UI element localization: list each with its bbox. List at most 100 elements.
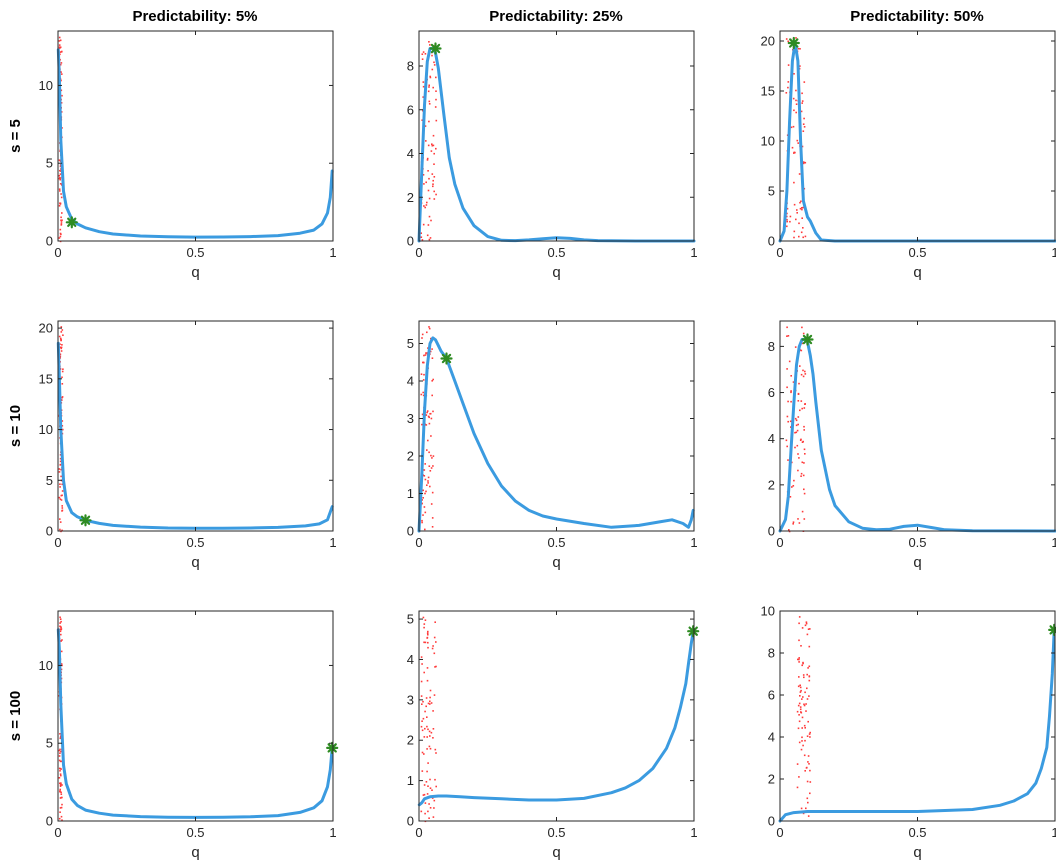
panel-5-scatter-point bbox=[421, 337, 423, 339]
panel-3-scatter-point bbox=[801, 102, 803, 104]
panel-5-axes-box bbox=[418, 320, 695, 532]
panel-8-scatter-point bbox=[421, 729, 424, 732]
panel-2-scatter-point bbox=[422, 85, 425, 88]
panel-2-scatter-point bbox=[429, 44, 431, 46]
panel-5-scatter-point bbox=[425, 352, 427, 354]
panel-4-scatter-point bbox=[60, 339, 62, 342]
panel-6-scatter-point bbox=[803, 429, 805, 431]
panel-1-xtick-label: 1 bbox=[329, 245, 336, 260]
panel-5-scatter-point bbox=[424, 354, 427, 356]
panel-3-ytick-label: 15 bbox=[761, 84, 775, 99]
panel-8-ytick-label: 0 bbox=[407, 814, 414, 829]
panel-9-scatter-point bbox=[804, 691, 806, 694]
panel-7-ytick-label: 10 bbox=[39, 658, 53, 673]
panel-1-scatter-point bbox=[59, 183, 62, 185]
panel-6-scatter-point bbox=[795, 431, 798, 434]
panel-9-scatter-point bbox=[806, 687, 808, 690]
panel-4-scatter-point bbox=[59, 457, 62, 460]
panel-5-scatter-point bbox=[430, 467, 433, 469]
panel-6-scatter-point bbox=[790, 426, 792, 428]
panel-9-scatter-point bbox=[801, 736, 803, 739]
panel-5-scatter-point bbox=[428, 422, 431, 425]
panel-1-scatter-point bbox=[61, 212, 63, 214]
panel-9-scatter-point bbox=[798, 714, 800, 716]
panel-2-scatter-point bbox=[429, 237, 432, 239]
panel-4-scatter-point bbox=[60, 499, 63, 501]
panel-1-scatter-point bbox=[59, 165, 62, 168]
panel-5-scatter-point bbox=[428, 416, 430, 419]
panel-3-scatter-point bbox=[795, 99, 797, 102]
panel-9-xtick-label: 0.5 bbox=[908, 825, 926, 840]
panel-6-scatter-point bbox=[800, 400, 803, 402]
panel-9-scatter-point bbox=[806, 766, 808, 769]
panel-6-axes-box bbox=[779, 320, 1056, 532]
panel-9-scatter-point bbox=[803, 676, 805, 679]
panel-8-scatter-point bbox=[429, 703, 431, 705]
panel-8-scatter-point bbox=[428, 745, 431, 748]
panel-2-scatter-point bbox=[435, 76, 437, 79]
panel-5-scatter-point bbox=[431, 457, 433, 459]
panel-6-scatter-point bbox=[802, 440, 804, 443]
panel-4-xlabel: q bbox=[191, 554, 199, 571]
panel-8-scatter-point bbox=[430, 702, 433, 704]
panel-9-scatter-point bbox=[800, 711, 803, 714]
panel-9-scatter-point bbox=[797, 727, 800, 730]
panel-7-scatter-point bbox=[59, 788, 61, 791]
panel-3-scatter-point bbox=[802, 162, 805, 165]
panel-7-xtick-label: 0.5 bbox=[186, 825, 204, 840]
panel-5-scatter-point bbox=[432, 378, 434, 381]
panel-7-scatter-point bbox=[59, 628, 61, 631]
panel-6-scatter-point bbox=[801, 510, 804, 513]
panel-9-scatter-point bbox=[798, 776, 800, 778]
panel-4-scatter-point bbox=[59, 454, 62, 456]
panel-4-marker bbox=[79, 514, 92, 527]
panel-7-scatter-point bbox=[59, 790, 61, 792]
panel-4-scatter-point bbox=[61, 509, 64, 512]
panel-5-scatter-point bbox=[427, 347, 429, 349]
panel-3-scatter-point bbox=[795, 103, 798, 105]
panel-8-scatter-point bbox=[428, 730, 431, 733]
panel-3-scatter-point bbox=[785, 92, 788, 94]
panel-2-scatter-point bbox=[421, 58, 424, 60]
panel-8-scatter-point bbox=[433, 799, 436, 802]
panel-7-curve bbox=[56, 628, 334, 819]
panel-1-scatter-point bbox=[59, 177, 61, 179]
panel-2-scatter-point bbox=[428, 177, 430, 180]
panel-1-scatter-point bbox=[60, 51, 63, 53]
panel-4-scatter-point bbox=[59, 521, 62, 523]
panel-6-scatter-point bbox=[803, 518, 806, 520]
panel-8-scatter-point bbox=[426, 716, 428, 718]
panel-3-scatter-point bbox=[802, 130, 805, 132]
panel-5-scatter-point bbox=[429, 470, 432, 472]
panel-5-scatter-point bbox=[432, 455, 435, 457]
column-title-2: Predictability: 25% bbox=[489, 8, 622, 25]
panel-5-scatter-point bbox=[424, 463, 426, 465]
panel-2-scatter-point bbox=[431, 68, 434, 71]
panel-1-scatter-point bbox=[60, 71, 62, 73]
panel-3-scatter-point bbox=[797, 47, 800, 50]
panel-6-scatter-point bbox=[801, 461, 804, 464]
panel-3-scatter-point bbox=[799, 207, 802, 210]
panel-2-scatter-point bbox=[430, 150, 433, 152]
panel-4-scatter-point bbox=[60, 468, 62, 471]
panel-6-scatter-point bbox=[796, 444, 799, 447]
panel-2-scatter-point bbox=[432, 144, 435, 147]
panel-8-scatter-point bbox=[427, 702, 430, 705]
panel-5-scatter-point bbox=[428, 465, 431, 467]
panel-3-scatter-point bbox=[795, 89, 797, 92]
panel-9-scatter-point bbox=[798, 676, 800, 678]
panel-5-scatter-point bbox=[420, 373, 423, 375]
panel-7-scatter-point bbox=[60, 633, 62, 636]
panel-4-scatter-point bbox=[60, 347, 62, 350]
panel-7-scatter-point bbox=[61, 639, 63, 641]
panel-6-scatter-point bbox=[798, 522, 801, 524]
panel-7-scatter-point bbox=[61, 819, 63, 821]
panel-9-scatter-point bbox=[804, 727, 806, 729]
panel-7-scatter-point bbox=[59, 760, 62, 763]
panel-8-scatter-point bbox=[435, 665, 437, 668]
panel-2-ytick-label: 2 bbox=[407, 190, 414, 205]
panel-4-xtick-label: 0 bbox=[54, 535, 61, 550]
panel-8-xtick-label: 1 bbox=[690, 825, 697, 840]
panel-8-scatter-point bbox=[424, 727, 426, 730]
